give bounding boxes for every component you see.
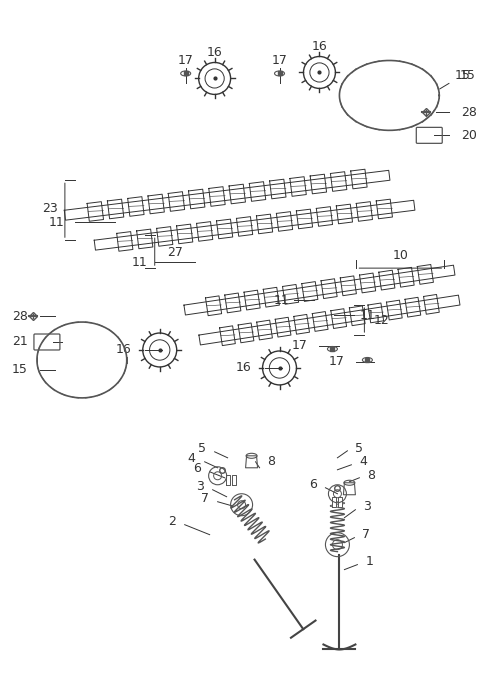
Text: 4: 4 [188, 452, 196, 465]
Text: 11: 11 [360, 308, 375, 321]
Polygon shape [338, 496, 342, 507]
Text: 7: 7 [362, 528, 371, 542]
Text: 16: 16 [116, 344, 132, 357]
Text: 1: 1 [365, 555, 373, 568]
Polygon shape [333, 496, 336, 507]
Text: 15: 15 [440, 69, 470, 89]
Text: 3: 3 [196, 480, 204, 493]
Text: 6: 6 [310, 478, 317, 491]
Text: 10: 10 [392, 249, 408, 262]
Text: 16: 16 [236, 361, 252, 374]
Text: 27: 27 [167, 246, 183, 258]
Polygon shape [226, 475, 229, 485]
Text: 6: 6 [193, 462, 201, 475]
Text: 12: 12 [373, 314, 389, 327]
Text: 17: 17 [328, 355, 345, 368]
Text: 28: 28 [12, 310, 28, 323]
Text: 11: 11 [132, 256, 148, 269]
Text: 17: 17 [272, 54, 288, 67]
Text: 20: 20 [461, 129, 477, 142]
Text: 23: 23 [42, 202, 58, 215]
Text: 15: 15 [459, 69, 475, 82]
Text: 8: 8 [267, 456, 276, 469]
Text: 7: 7 [201, 492, 209, 505]
Text: 21: 21 [12, 336, 28, 349]
Text: 11: 11 [49, 216, 65, 228]
Text: 8: 8 [367, 469, 375, 482]
Text: 11: 11 [274, 293, 289, 307]
Text: 4: 4 [360, 456, 367, 469]
Polygon shape [232, 475, 236, 485]
Text: 17: 17 [178, 54, 193, 67]
Text: 5: 5 [355, 443, 363, 456]
Text: 2: 2 [168, 515, 176, 528]
Text: 15: 15 [12, 364, 28, 376]
Text: 3: 3 [363, 500, 371, 514]
Text: 17: 17 [292, 340, 308, 353]
Text: 5: 5 [198, 443, 205, 456]
Text: 16: 16 [312, 40, 327, 53]
Text: 16: 16 [207, 46, 223, 59]
Text: 28: 28 [461, 106, 477, 119]
